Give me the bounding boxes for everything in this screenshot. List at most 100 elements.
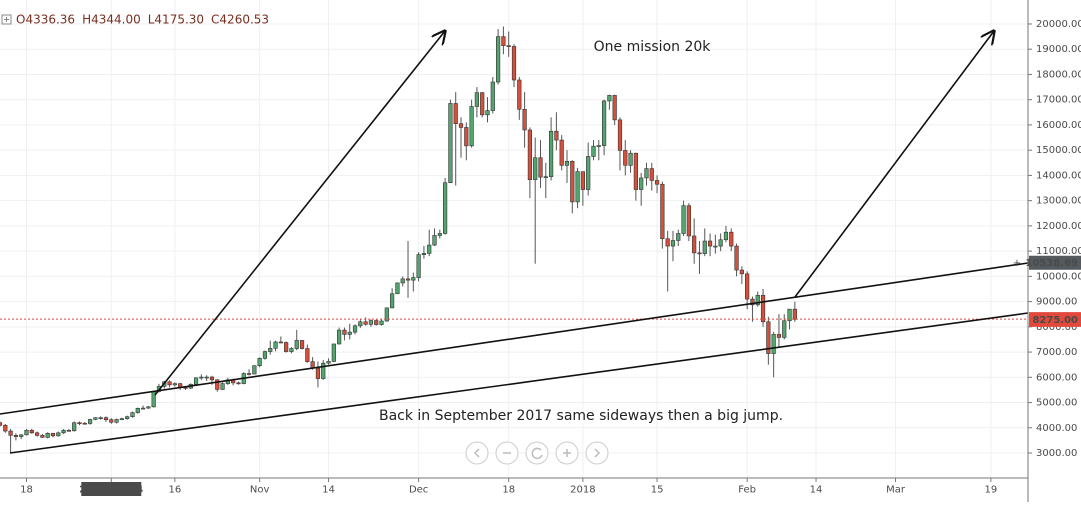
y-tick-label: 8000.00 bbox=[1036, 322, 1077, 333]
candle-body bbox=[639, 177, 644, 190]
candle-body bbox=[262, 351, 268, 359]
candle-body bbox=[644, 168, 649, 179]
candle-body bbox=[119, 418, 124, 420]
y-tick-label: 4000.00 bbox=[1036, 423, 1077, 434]
candle-body bbox=[729, 231, 734, 247]
candle-body bbox=[474, 92, 480, 107]
candle-body bbox=[443, 182, 448, 234]
candle-body bbox=[676, 233, 681, 241]
candle-body bbox=[665, 238, 670, 247]
candle-body bbox=[45, 433, 50, 438]
candle-body bbox=[601, 100, 607, 146]
candle-body bbox=[697, 252, 702, 255]
x-tick-label: Feb bbox=[738, 485, 756, 496]
ohlc-value: O4336.36 bbox=[16, 13, 75, 27]
price-label-box bbox=[1029, 255, 1081, 270]
candle-body bbox=[527, 129, 532, 180]
candle-body bbox=[718, 239, 723, 247]
candle-body bbox=[358, 321, 363, 327]
candle-body bbox=[480, 92, 485, 116]
candle-body bbox=[82, 422, 87, 425]
y-tick-label: 13000.00 bbox=[1036, 196, 1081, 207]
candle-body bbox=[204, 376, 209, 379]
scroll-right-button[interactable] bbox=[585, 441, 609, 465]
candle-body bbox=[257, 358, 262, 366]
candle-body bbox=[172, 383, 177, 386]
x-tick-label: Dec bbox=[409, 485, 428, 496]
candle-body bbox=[305, 348, 310, 362]
candle-body bbox=[432, 235, 437, 246]
candle-body bbox=[146, 406, 151, 409]
candle-body bbox=[649, 168, 654, 181]
candle-body bbox=[24, 430, 29, 436]
candle-body bbox=[570, 160, 575, 203]
annotation: One mission 20k bbox=[594, 39, 712, 55]
x-tick-label: Nov bbox=[250, 485, 270, 496]
candle-body bbox=[782, 320, 787, 338]
candle-body bbox=[13, 435, 18, 437]
candle-body bbox=[702, 240, 707, 254]
candle-body bbox=[109, 419, 114, 423]
ohlc-value: H4344.00 bbox=[82, 13, 141, 27]
arrow bbox=[154, 31, 445, 396]
y-tick-label: 9000.00 bbox=[1036, 297, 1077, 308]
legend-icon bbox=[1, 14, 12, 25]
candle-body bbox=[395, 282, 400, 295]
candle-body bbox=[125, 416, 130, 419]
candle-body bbox=[411, 277, 416, 281]
ohlc-legend: O4336.36 H4344.00 L4175.30 C4260.53 bbox=[16, 13, 269, 27]
candle-body bbox=[215, 379, 220, 390]
candle-body bbox=[3, 424, 8, 432]
price-label-plus: + bbox=[1013, 258, 1021, 269]
candle-body bbox=[50, 433, 56, 437]
candle-body bbox=[294, 340, 299, 349]
y-tick-label: 14000.00 bbox=[1036, 170, 1081, 181]
candle-body bbox=[559, 139, 564, 166]
candle-body bbox=[517, 79, 522, 110]
candle-body bbox=[506, 45, 511, 47]
zoom-controls bbox=[465, 441, 609, 465]
price-label: 10538.69 bbox=[1025, 258, 1078, 269]
x-tick-label: Mar bbox=[886, 485, 906, 496]
x-tick-label: 18 bbox=[502, 485, 515, 496]
y-tick-label: 17000.00 bbox=[1036, 95, 1081, 106]
candle-body bbox=[713, 245, 718, 248]
candle-body bbox=[246, 373, 252, 375]
trend-line bbox=[9, 312, 1028, 454]
candle-body bbox=[612, 95, 617, 121]
reset-button[interactable] bbox=[525, 441, 549, 465]
candle-body bbox=[538, 157, 543, 178]
candle-body bbox=[331, 343, 336, 362]
candle-body bbox=[686, 205, 691, 237]
candle-body bbox=[776, 334, 782, 338]
candles bbox=[0, 26, 1028, 454]
candle-body bbox=[40, 435, 45, 438]
candle-body bbox=[623, 150, 628, 166]
candle-body bbox=[681, 205, 686, 234]
candle-body bbox=[151, 391, 156, 408]
candle-body bbox=[586, 156, 591, 190]
candle-body bbox=[496, 36, 501, 83]
arrow bbox=[794, 31, 994, 298]
candle-body bbox=[374, 320, 379, 325]
candle-body bbox=[607, 95, 612, 102]
candle-body bbox=[522, 108, 527, 131]
candle-body bbox=[19, 434, 24, 437]
candle-body bbox=[564, 160, 570, 166]
candle-body bbox=[98, 417, 103, 419]
candle-body bbox=[315, 367, 321, 379]
candle-body bbox=[448, 103, 453, 184]
candle-body bbox=[93, 417, 98, 420]
candle-body bbox=[252, 365, 257, 375]
y-tick-label: 3000.00 bbox=[1036, 448, 1077, 459]
candle-body bbox=[390, 293, 395, 309]
candle-body bbox=[352, 325, 358, 333]
candle-body bbox=[0, 422, 3, 426]
scroll-left-button[interactable] bbox=[465, 441, 489, 465]
y-tick-label: 6000.00 bbox=[1036, 372, 1077, 383]
candle-body bbox=[485, 110, 490, 116]
candle-body bbox=[220, 383, 225, 390]
candle-body bbox=[193, 377, 199, 385]
candle-body bbox=[405, 278, 411, 281]
